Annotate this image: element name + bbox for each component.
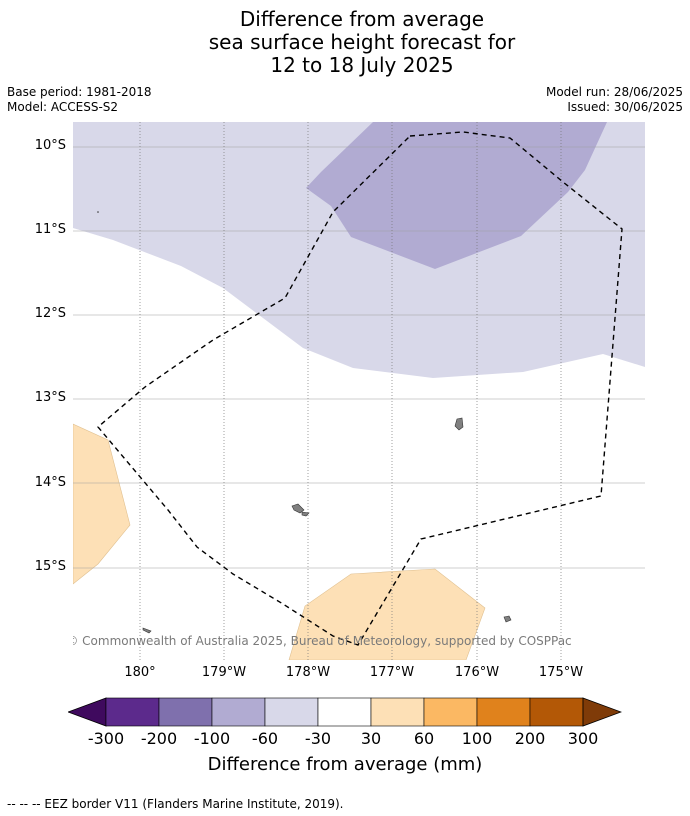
colorbar-tick-label: 30 <box>360 729 382 748</box>
colorbar-extend-min <box>68 697 107 727</box>
model-name: Model: ACCESS-S2 <box>7 100 119 114</box>
colorbar-tick-label: 100 <box>461 729 493 748</box>
eez-border <box>97 131 623 646</box>
base-period: Base period: 1981-2018 <box>7 85 152 99</box>
colorbar-tick-label: -30 <box>304 729 332 748</box>
map-panel: © Commonwealth of Australia 2025, Bureau… <box>73 122 645 660</box>
meta-left: Base period: 1981-2018 Model: ACCESS-S2 <box>7 85 152 115</box>
colorbar-tick-label: -200 <box>140 729 178 748</box>
model-run: Model run: 28/06/2025 <box>545 85 683 99</box>
colorbar-tick-label: -100 <box>193 729 231 748</box>
colorbar-swatch <box>476 697 531 727</box>
anomaly-region-mid-purple <box>306 122 607 269</box>
title-line-1: Difference from average <box>239 7 485 31</box>
title-line-3: 12 to 18 July 2025 <box>270 53 454 77</box>
lon-label-175w: 175°W <box>538 665 584 680</box>
colorbar-tick-label: -300 <box>87 729 125 748</box>
colorbar-swatch <box>211 697 266 727</box>
title-line-2: sea surface height forecast for <box>208 30 516 54</box>
lat-label-10s: 10°S <box>34 138 66 153</box>
lat-label-15s: 15°S <box>34 559 66 574</box>
lon-label-177w: 177°W <box>369 665 415 680</box>
colorbar-swatch <box>529 697 584 727</box>
colorbar-swatch <box>317 697 372 727</box>
island-icon <box>503 615 512 623</box>
colorbar-swatch <box>423 697 478 727</box>
lat-label-12s: 12°S <box>34 306 66 321</box>
anomaly-region-orange-south <box>288 568 486 660</box>
colorbar-swatch <box>264 697 319 727</box>
eez-footnote: -- -- -- EEZ border V11 (Flanders Marine… <box>7 797 344 811</box>
colorbar-extend-max <box>582 697 622 727</box>
colorbar-swatch <box>158 697 213 727</box>
issued-date: Issued: 30/06/2025 <box>567 100 683 114</box>
colorbar <box>68 697 622 727</box>
colorbar-tick-label: -60 <box>251 729 279 748</box>
copyright-notice: © Commonwealth of Australia 2025, Bureau… <box>73 634 572 648</box>
lon-label-180: 180° <box>124 665 156 680</box>
chart-title: Difference from average sea surface heig… <box>0 8 690 77</box>
lon-label-176w: 176°W <box>454 665 500 680</box>
lon-label-178w: 178°W <box>285 665 331 680</box>
lat-label-13s: 13°S <box>34 390 66 405</box>
lat-label-14s: 14°S <box>34 475 66 490</box>
colorbar-tick-label: 60 <box>413 729 435 748</box>
lon-label-179w: 179°W <box>201 665 247 680</box>
anomaly-region-orange-west <box>73 423 131 585</box>
meta-right: Model run: 28/06/2025 Issued: 30/06/2025 <box>546 85 683 115</box>
island-icon <box>142 627 152 634</box>
island-icon <box>454 417 464 431</box>
lat-label-11s: 11°S <box>34 222 66 237</box>
island-icon <box>291 503 305 514</box>
island-icon <box>301 511 310 517</box>
colorbar-tick-label: 300 <box>567 729 599 748</box>
island-icon <box>97 211 99 213</box>
colorbar-tick-label: 200 <box>514 729 546 748</box>
colorbar-title: Difference from average (mm) <box>207 754 483 775</box>
colorbar-swatch <box>370 697 425 727</box>
latitude-gridlines <box>73 146 645 569</box>
colorbar-swatch <box>105 697 160 727</box>
